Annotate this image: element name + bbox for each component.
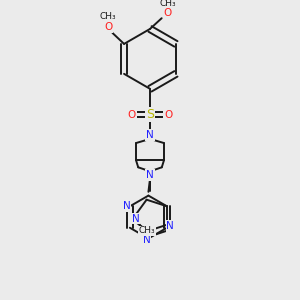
Text: N: N	[146, 170, 154, 180]
Text: N: N	[143, 235, 151, 245]
Text: O: O	[164, 8, 172, 19]
Text: O: O	[164, 110, 172, 120]
Text: N: N	[132, 214, 140, 224]
Text: O: O	[104, 22, 112, 32]
Text: CH₃: CH₃	[160, 0, 176, 8]
Text: N: N	[166, 221, 174, 231]
Text: N: N	[123, 201, 130, 211]
Text: S: S	[146, 108, 154, 121]
Text: O: O	[128, 110, 136, 120]
Text: CH₃: CH₃	[100, 12, 117, 21]
Text: N: N	[146, 130, 154, 140]
Text: CH₃: CH₃	[138, 226, 155, 236]
